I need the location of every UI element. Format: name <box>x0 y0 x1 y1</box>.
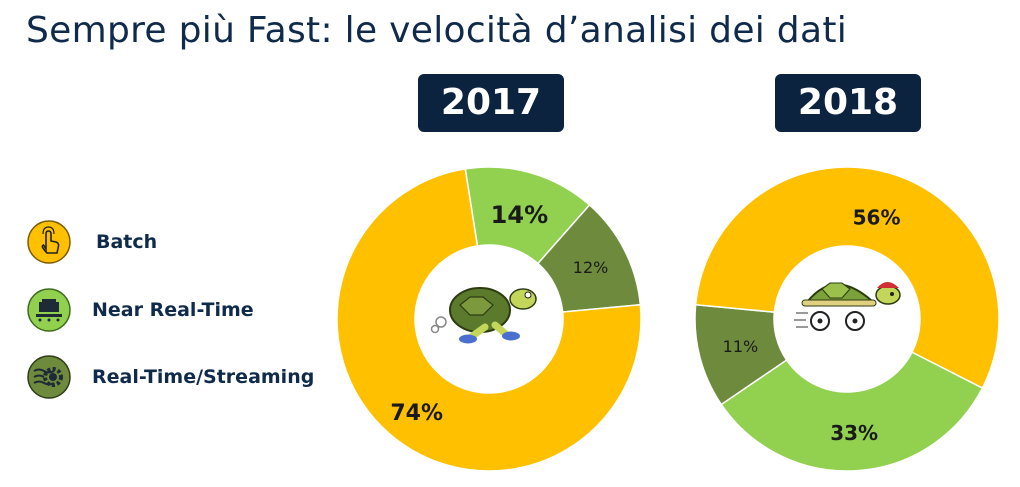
slice-label-2017: 12% <box>573 258 609 277</box>
gear-stream-icon <box>27 355 71 399</box>
turtle-on-wheels-icon <box>794 282 901 331</box>
slice-label-2018: 11% <box>723 337 759 356</box>
legend-item-near-real-time: Near Real-Time <box>26 286 254 334</box>
page-title: Sempre più Fast: le velocità d’analisi d… <box>26 10 848 51</box>
legend-item-batch: Batch <box>26 218 157 266</box>
legend-item-real-time-streaming: Real-Time/Streaming <box>26 353 314 401</box>
slice-label-2017: 74% <box>390 401 443 426</box>
slice-label-2017: 14% <box>491 201 548 229</box>
server-icon <box>27 288 71 332</box>
year-badge-2017: 2017 <box>418 74 564 132</box>
legend-label: Near Real-Time <box>92 299 254 321</box>
slice-label-2018: 33% <box>830 421 878 445</box>
slice-batch-2018 <box>694 166 1000 390</box>
turtle-running-icon <box>430 287 537 344</box>
legend-label: Batch <box>96 231 158 253</box>
legend-label: Real-Time/Streaming <box>92 366 315 388</box>
slice-label-2018: 56% <box>853 205 901 229</box>
hand-pointer-icon <box>27 220 71 264</box>
year-badge-2018: 2018 <box>775 74 921 132</box>
